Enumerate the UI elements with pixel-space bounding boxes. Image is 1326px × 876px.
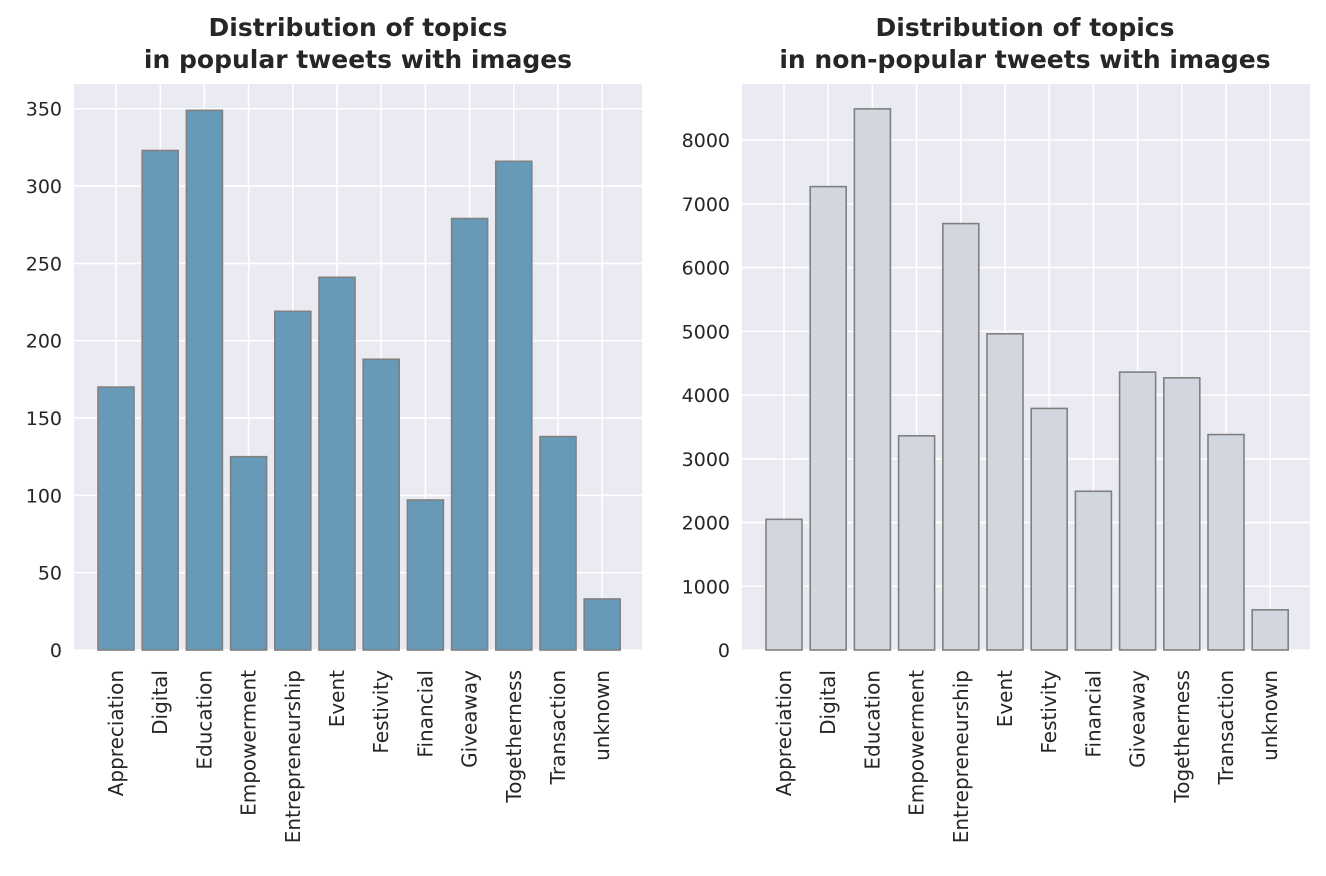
bar-transaction — [1207, 433, 1245, 651]
x-tick-label-appreciation: Appreciation — [772, 670, 796, 796]
x-tick-label-giveaway: Giveaway — [458, 670, 482, 768]
x-tick-label-giveaway: Giveaway — [1126, 670, 1150, 768]
bar-financial — [1074, 490, 1113, 651]
bar-education — [185, 109, 224, 651]
bar-empowerment — [229, 455, 268, 651]
bar-empowerment — [897, 435, 936, 651]
x-tick-label-entrepreneurship: Entrepreneurship — [949, 670, 973, 843]
y-tick-label: 5000 — [682, 321, 730, 343]
x-tick-label-empowerment: Empowerment — [237, 670, 261, 816]
bar-giveaway — [450, 217, 489, 651]
bar-entrepreneurship — [941, 222, 980, 651]
x-tick-label-digital: Digital — [816, 670, 840, 735]
bar-festivity — [362, 358, 401, 651]
y-tick-label: 300 — [26, 176, 62, 198]
y-tick-label: 0 — [50, 640, 62, 662]
x-tick-label-digital: Digital — [148, 670, 172, 735]
x-tick-label-festivity: Festivity — [369, 670, 393, 754]
chart-title-line-2: in popular tweets with images — [144, 45, 572, 74]
x-tick-label-empowerment: Empowerment — [905, 670, 929, 816]
bar-unknown — [1251, 609, 1289, 651]
x-tick-labels: Appreciation Digital Education Empowerment E… — [772, 670, 1282, 843]
x-tick-label-togetherness: Togetherness — [502, 670, 526, 804]
y-tick-label: 4000 — [682, 385, 730, 407]
chart-popular-tweets: Distribution of topics in popular tweets… — [26, 13, 642, 843]
x-tick-label-entrepreneurship: Entrepreneurship — [281, 670, 305, 843]
bar-financial — [406, 499, 445, 651]
x-tick-label-financial: Financial — [413, 670, 437, 758]
y-tick-label: 6000 — [682, 258, 730, 280]
y-tick-label: 2000 — [682, 513, 730, 535]
bar-togetherness — [494, 160, 533, 651]
x-tick-label-event: Event — [993, 670, 1017, 727]
y-tick-label: 100 — [26, 485, 62, 507]
bars — [97, 109, 622, 651]
x-tick-label-education: Education — [860, 670, 884, 770]
bar-togetherness — [1163, 377, 1201, 651]
y-tick-labels: 0 1000 2000 3000 4000 5000 6000 7000 8000 — [682, 130, 730, 662]
x-tick-label-event: Event — [325, 670, 349, 727]
bar-digital — [809, 185, 848, 651]
bar-giveaway — [1118, 371, 1157, 651]
x-tick-label-unknown: unknown — [1258, 670, 1282, 761]
x-tick-label-transaction: Transaction — [1214, 670, 1238, 785]
bars — [765, 108, 1289, 651]
y-tick-label: 7000 — [682, 194, 730, 216]
y-tick-label: 50 — [38, 563, 62, 585]
x-tick-label-festivity: Festivity — [1037, 670, 1061, 754]
y-tick-label: 0 — [718, 640, 730, 662]
y-tick-labels: 0 50 100 150 200 250 300 350 — [26, 99, 62, 662]
bar-digital — [141, 149, 179, 651]
chart-title-line-1: Distribution of topics — [209, 13, 508, 42]
y-tick-label: 8000 — [682, 130, 730, 152]
y-tick-label: 200 — [26, 331, 62, 353]
y-tick-label: 1000 — [682, 576, 730, 598]
bar-unknown — [583, 598, 622, 651]
bar-event — [986, 333, 1024, 651]
bar-event — [318, 276, 356, 651]
y-tick-label: 350 — [26, 99, 62, 121]
x-tick-labels: Appreciation Digital Education Empowerment E… — [104, 670, 614, 843]
chart-title-line-1: Distribution of topics — [876, 13, 1175, 42]
y-tick-label: 150 — [26, 408, 62, 430]
chart-non-popular-tweets: Distribution of topics in non-popular tw… — [682, 13, 1310, 843]
x-tick-label-unknown: unknown — [590, 670, 614, 761]
bar-appreciation — [765, 518, 803, 651]
y-tick-label: 250 — [26, 253, 62, 275]
x-tick-label-appreciation: Appreciation — [104, 670, 128, 796]
bar-education — [853, 108, 892, 651]
x-tick-label-togetherness: Togetherness — [1170, 670, 1194, 804]
bar-entrepreneurship — [273, 310, 312, 651]
bar-transaction — [539, 435, 577, 651]
bar-festivity — [1030, 407, 1068, 651]
bar-appreciation — [97, 386, 135, 651]
chart-title-line-2: in non-popular tweets with images — [779, 45, 1270, 74]
x-tick-label-transaction: Transaction — [546, 670, 570, 785]
x-tick-label-education: Education — [192, 670, 216, 770]
x-tick-label-financial: Financial — [1081, 670, 1105, 758]
y-tick-label: 3000 — [682, 449, 730, 471]
